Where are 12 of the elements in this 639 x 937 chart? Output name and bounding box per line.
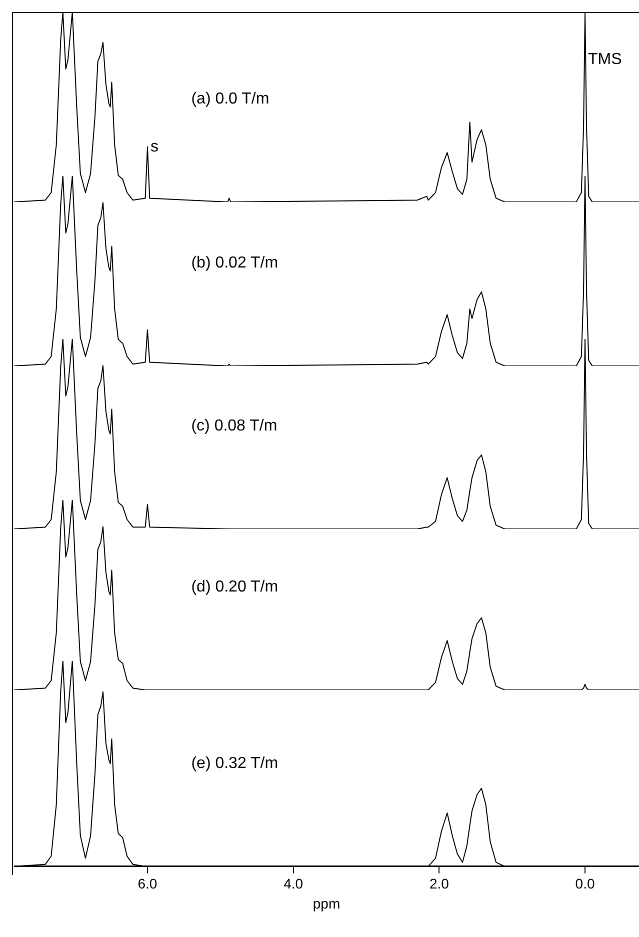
text: (c) 0.08 T/m xyxy=(191,417,278,434)
text: (a) 0.0 T/m xyxy=(191,90,270,108)
annotation: TMS xyxy=(588,50,622,68)
x-axis-title: ppm xyxy=(312,895,340,912)
x-tick-label: 4.0 xyxy=(284,876,304,892)
x-tick-label: 2.0 xyxy=(429,876,450,892)
text: (d) 0.20 T/m xyxy=(191,578,278,596)
text: (b) 0.02 T/m xyxy=(191,254,278,272)
x-tick-label: 0.0 xyxy=(575,876,595,892)
annotation: s xyxy=(150,138,158,156)
text: (e) 0.32 T/m xyxy=(191,754,278,772)
x-tick-label: 6.0 xyxy=(138,876,158,892)
